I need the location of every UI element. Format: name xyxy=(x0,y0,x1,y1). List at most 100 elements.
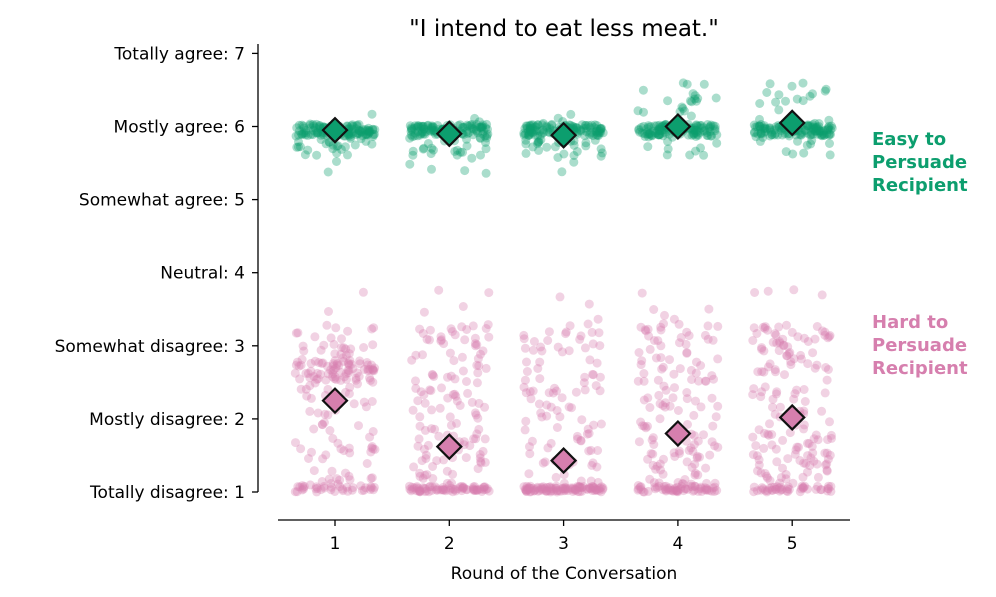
data-point-hard xyxy=(317,477,327,486)
data-point-hard xyxy=(435,403,445,413)
data-point-hard xyxy=(469,485,478,495)
data-point-easy xyxy=(765,131,775,141)
data-point-hard xyxy=(343,486,353,496)
data-point-hard xyxy=(594,328,604,338)
data-point-easy xyxy=(585,128,595,138)
data-point-easy xyxy=(819,130,829,140)
data-point-easy xyxy=(808,125,818,135)
y-tick-label: Totally agree: 7 xyxy=(113,44,245,64)
data-point-easy xyxy=(542,142,552,152)
data-point-easy xyxy=(406,126,416,136)
data-point-hard xyxy=(552,386,561,396)
data-point-hard xyxy=(568,483,578,493)
data-point-hard xyxy=(471,410,481,420)
data-point-hard xyxy=(309,372,319,381)
data-point-easy xyxy=(425,125,435,135)
data-point-hard xyxy=(803,467,812,477)
data-point-hard xyxy=(700,376,710,386)
data-point-hard xyxy=(336,367,346,377)
data-point-easy xyxy=(406,130,416,140)
data-point-hard xyxy=(560,485,570,495)
data-point-easy xyxy=(584,120,593,130)
data-point-easy xyxy=(312,128,322,138)
data-point-hard xyxy=(343,326,353,336)
data-point-easy xyxy=(568,122,578,132)
data-point-easy xyxy=(651,128,660,138)
data-point-hard xyxy=(418,473,428,483)
data-point-hard xyxy=(462,485,472,495)
data-point-easy xyxy=(808,129,818,139)
data-point-easy xyxy=(770,130,780,140)
data-point-easy xyxy=(369,130,378,140)
data-point-hard xyxy=(457,481,467,491)
data-point-hard xyxy=(713,354,723,364)
data-point-hard xyxy=(763,286,773,296)
data-point-hard xyxy=(688,446,698,456)
data-point-hard xyxy=(521,485,531,495)
data-point-hard xyxy=(369,323,379,333)
data-point-hard xyxy=(483,320,493,330)
data-point-easy xyxy=(654,130,664,140)
data-point-hard xyxy=(527,436,537,446)
data-point-hard xyxy=(422,470,432,480)
data-point-hard xyxy=(542,482,552,492)
data-point-hard xyxy=(311,484,321,494)
data-point-hard xyxy=(316,369,326,379)
data-point-hard xyxy=(445,412,455,422)
data-point-hard xyxy=(537,346,547,356)
data-point-easy xyxy=(690,91,700,101)
data-point-easy xyxy=(427,164,436,174)
data-point-easy xyxy=(809,124,819,134)
mean-markers xyxy=(321,109,806,475)
data-point-hard xyxy=(799,458,809,468)
data-point-hard xyxy=(368,365,378,375)
data-point-easy xyxy=(700,125,710,135)
data-point-easy xyxy=(817,130,827,140)
data-point-easy xyxy=(814,119,824,128)
data-point-hard xyxy=(771,330,781,340)
x-tick-label: 5 xyxy=(787,534,798,554)
data-point-easy xyxy=(566,109,576,119)
data-point-hard xyxy=(367,324,377,334)
data-point-hard xyxy=(298,341,308,351)
data-point-hard xyxy=(776,485,786,495)
data-point-hard xyxy=(452,396,462,406)
data-point-easy xyxy=(419,121,429,131)
data-point-hard xyxy=(448,484,458,494)
data-point-easy xyxy=(533,137,543,147)
data-point-hard xyxy=(368,365,378,375)
label-hard-to-persuade: Hard to xyxy=(872,312,948,333)
data-point-hard xyxy=(535,374,545,384)
data-point-hard xyxy=(460,335,470,345)
data-point-hard xyxy=(476,349,485,359)
data-point-easy xyxy=(426,123,436,133)
data-point-hard xyxy=(458,366,468,376)
data-point-easy xyxy=(807,123,817,133)
data-point-hard xyxy=(803,337,813,346)
data-point-easy xyxy=(477,122,487,132)
data-point-easy xyxy=(462,126,472,136)
data-point-easy xyxy=(405,121,415,131)
data-point-easy xyxy=(774,105,784,115)
data-point-hard xyxy=(702,485,712,495)
data-point-easy xyxy=(596,151,606,161)
data-point-easy xyxy=(810,126,820,136)
data-point-easy xyxy=(577,120,587,130)
data-point-hard xyxy=(443,372,452,382)
data-point-hard xyxy=(546,402,556,412)
data-point-easy xyxy=(526,120,536,130)
data-point-easy xyxy=(823,125,832,135)
data-point-hard xyxy=(358,287,368,297)
data-point-easy xyxy=(413,121,423,130)
data-point-hard xyxy=(305,406,315,416)
data-point-hard xyxy=(313,408,323,418)
data-point-hard xyxy=(665,401,675,411)
data-point-easy xyxy=(308,120,318,129)
data-point-hard xyxy=(474,424,484,434)
data-point-easy xyxy=(581,121,591,130)
data-point-hard xyxy=(588,458,598,468)
data-point-hard xyxy=(680,484,690,493)
data-point-hard xyxy=(809,434,819,444)
data-point-hard xyxy=(702,484,712,494)
data-point-hard xyxy=(529,486,539,496)
